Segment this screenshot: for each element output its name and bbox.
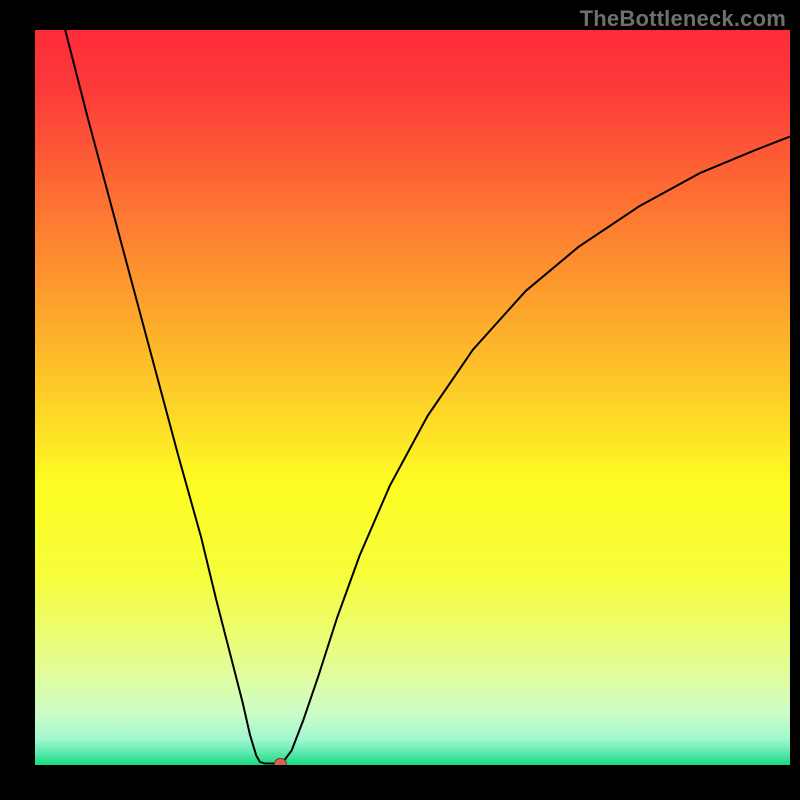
plot-area [35,30,790,765]
bottleneck-curve [65,30,790,764]
curve-layer [35,30,790,765]
watermark-text: TheBottleneck.com [580,6,786,32]
chart-frame: TheBottleneck.com [0,0,800,800]
minimum-marker [274,759,286,765]
